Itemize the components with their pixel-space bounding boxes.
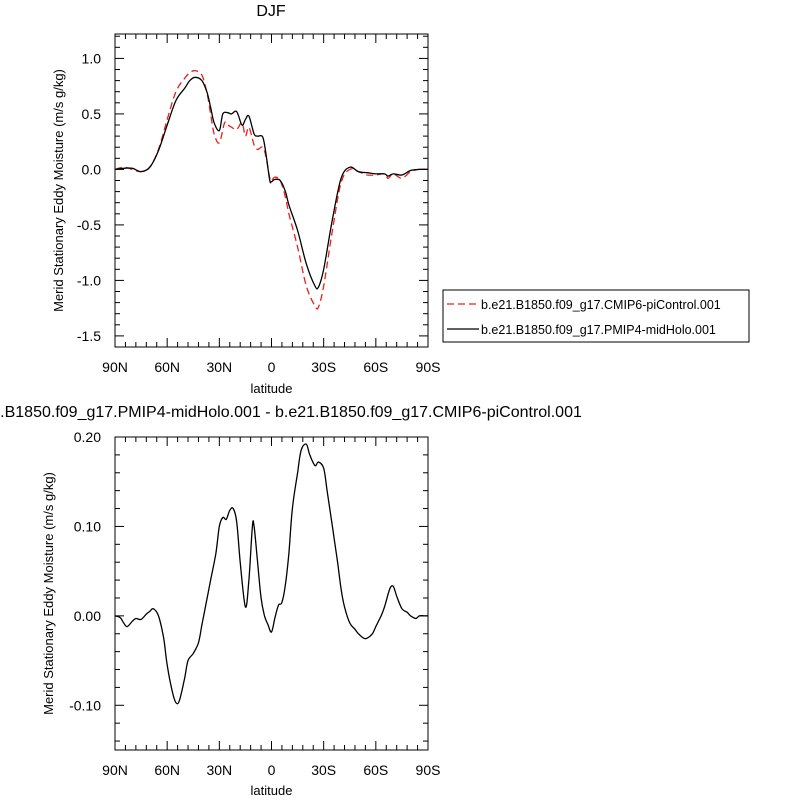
y-tick-label: 0.5 (82, 106, 102, 122)
y-tick-label: 1.0 (82, 50, 102, 66)
x-tick-label: 30S (311, 762, 336, 778)
legend-entry: b.e21.B1850.f09_g17.PMIP4-midHolo.001 (481, 323, 716, 337)
y-tick-label: 0.20 (74, 429, 101, 445)
x-tick-label: 90S (416, 359, 441, 375)
chart-title: b.e21.B1850.f09_g17.PMIP4-midHolo.001 - … (0, 404, 582, 421)
y-tick-label: -1.5 (77, 328, 101, 344)
series-line-0 (114, 443, 428, 705)
x-tick-label: 60N (154, 762, 180, 778)
panel-bottom: b.e21.B1850.f09_g17.PMIP4-midHolo.001 - … (0, 404, 582, 798)
y-tick-label: 0.0 (82, 161, 102, 177)
series-line-1 (114, 76, 429, 290)
plot-frame (114, 436, 429, 751)
y-tick-label: -1.0 (77, 272, 101, 288)
y-tick-label: -0.5 (77, 217, 101, 233)
x-tick-label: 30N (206, 359, 232, 375)
legend-box (442, 289, 750, 343)
x-tick-label: 0 (268, 359, 276, 375)
x-tick-label: 60S (363, 762, 388, 778)
y-axis-label: Merid Stationary Eddy Moisture (m/s g/kg… (51, 69, 66, 312)
series-line-0 (114, 69, 429, 310)
legend-entry: b.e21.B1850.f09_g17.CMIP6-piControl.001 (481, 298, 721, 312)
x-tick-label: 60S (363, 359, 388, 375)
plot-frame (114, 33, 429, 348)
x-tick-label: 90N (102, 359, 128, 375)
x-tick-label: 90S (416, 762, 441, 778)
y-tick-label: 0.10 (74, 518, 101, 534)
y-axis-label: Merid Stationary Eddy Moisture (m/s g/kg… (41, 472, 56, 715)
panel-top: DJF 90N 60N 30N 0 30S 60S 90S 1.0 0.5 0.0 -0.5 -1.0 -… (51, 3, 750, 396)
y-tick-label: 0.00 (74, 608, 101, 624)
x-tick-label: 0 (268, 762, 276, 778)
chart-title: DJF (256, 3, 286, 20)
legend: b.e21.B1850.f09_g17.CMIP6-piControl.001b… (442, 289, 750, 343)
x-tick-label: 90N (102, 762, 128, 778)
x-tick-label: 30S (311, 359, 336, 375)
y-tick-label: -0.10 (69, 697, 101, 713)
x-tick-label: 30N (206, 762, 232, 778)
x-axis-label: latitude (251, 381, 293, 396)
x-axis-label: latitude (251, 783, 293, 798)
x-tick-label: 60N (154, 359, 180, 375)
